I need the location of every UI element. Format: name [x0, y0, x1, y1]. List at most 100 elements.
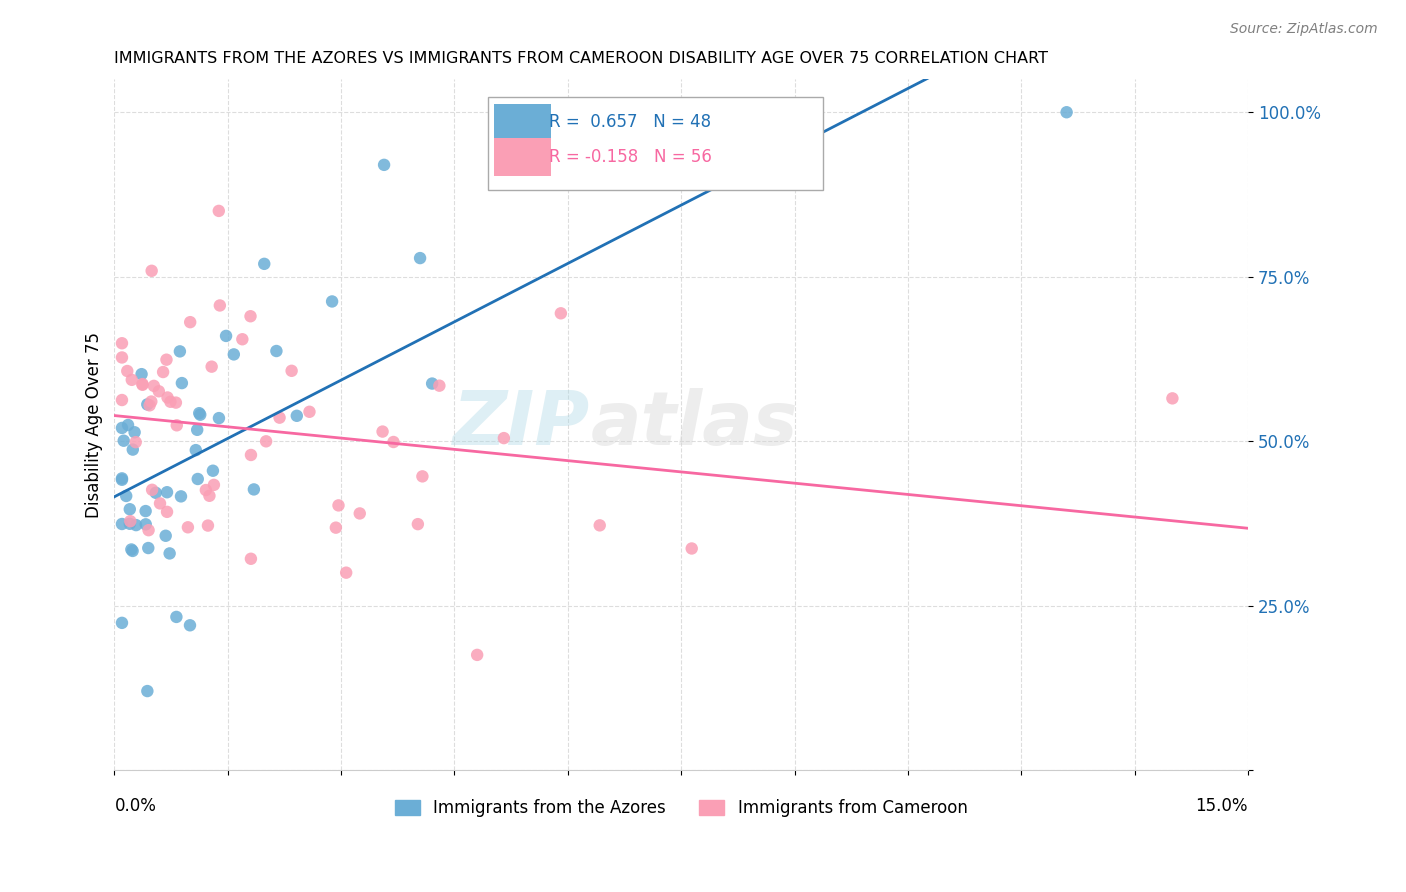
Point	[138, 523, 160, 537]
Point	[166, 418, 188, 433]
Point	[208, 298, 231, 312]
Point	[269, 410, 291, 425]
Point	[335, 566, 357, 580]
Point	[111, 473, 134, 487]
Point	[131, 377, 153, 392]
Point	[186, 423, 208, 437]
Point	[411, 469, 433, 483]
Point	[589, 518, 612, 533]
Point	[165, 395, 187, 409]
Point	[222, 347, 245, 361]
Point	[371, 425, 394, 439]
Point	[243, 483, 266, 497]
Text: Source: ZipAtlas.com: Source: ZipAtlas.com	[1230, 22, 1378, 37]
Point	[170, 489, 193, 503]
Point	[179, 618, 201, 632]
Point	[187, 472, 209, 486]
Text: ZIP: ZIP	[453, 388, 591, 461]
Point	[492, 431, 515, 445]
Point	[159, 394, 181, 409]
Legend: Immigrants from the Azores, Immigrants from Cameroon: Immigrants from the Azores, Immigrants f…	[388, 792, 974, 824]
Point	[136, 541, 159, 555]
Point	[409, 251, 432, 265]
Point	[198, 489, 221, 503]
Point	[165, 610, 187, 624]
Point	[131, 367, 153, 381]
Point	[142, 379, 165, 393]
Point	[156, 505, 179, 519]
Point	[254, 434, 277, 449]
Point	[188, 408, 211, 422]
Point	[239, 551, 262, 566]
Point	[280, 364, 302, 378]
Point	[328, 499, 350, 513]
Point	[159, 546, 181, 560]
Point	[179, 315, 201, 329]
Point	[111, 421, 134, 435]
Point	[121, 544, 143, 558]
FancyBboxPatch shape	[494, 138, 551, 176]
Point	[184, 443, 207, 458]
Point	[1056, 105, 1078, 120]
Point	[465, 648, 488, 662]
Point	[152, 365, 174, 379]
FancyBboxPatch shape	[494, 103, 551, 142]
Point	[141, 483, 163, 497]
Point	[148, 384, 170, 399]
Point	[188, 406, 211, 420]
Point	[298, 405, 321, 419]
Point	[131, 377, 153, 392]
Text: atlas: atlas	[591, 388, 799, 461]
Text: R = -0.158   N = 56: R = -0.158 N = 56	[548, 148, 711, 166]
Point	[121, 373, 143, 387]
Point	[121, 442, 143, 457]
Point	[201, 464, 224, 478]
Point	[117, 417, 139, 432]
Point	[135, 517, 157, 532]
Point	[111, 351, 134, 365]
Point	[194, 483, 217, 497]
Text: 15.0%: 15.0%	[1195, 797, 1249, 815]
Point	[141, 394, 163, 409]
Point	[111, 471, 134, 485]
Point	[239, 448, 262, 462]
Text: 0.0%: 0.0%	[114, 797, 156, 815]
Point	[120, 514, 142, 528]
Point	[253, 257, 276, 271]
Point	[170, 376, 193, 390]
Point	[136, 397, 159, 411]
Point	[136, 684, 159, 698]
Point	[111, 615, 134, 630]
Point	[215, 329, 238, 343]
Point	[202, 478, 225, 492]
Point	[125, 518, 148, 533]
Point	[208, 203, 231, 218]
Point	[420, 376, 443, 391]
Point	[1161, 392, 1184, 406]
Point	[197, 518, 219, 533]
Point	[145, 485, 167, 500]
Point	[406, 517, 429, 532]
Point	[156, 391, 179, 405]
Point	[155, 352, 177, 367]
Point	[177, 520, 200, 534]
Point	[125, 435, 148, 450]
Point	[285, 409, 308, 423]
Point	[156, 485, 179, 500]
Point	[349, 507, 371, 521]
Point	[681, 541, 703, 556]
Point	[239, 310, 262, 324]
Point	[325, 521, 347, 535]
Point	[111, 392, 134, 407]
Point	[382, 435, 405, 450]
Point	[231, 332, 253, 346]
Point	[373, 158, 395, 172]
Point	[138, 398, 160, 412]
Point	[427, 378, 450, 392]
Point	[135, 504, 157, 518]
Point	[155, 529, 177, 543]
Point	[118, 502, 141, 516]
Y-axis label: Disability Age Over 75: Disability Age Over 75	[86, 332, 103, 517]
Point	[141, 264, 163, 278]
Text: IMMIGRANTS FROM THE AZORES VS IMMIGRANTS FROM CAMEROON DISABILITY AGE OVER 75 CO: IMMIGRANTS FROM THE AZORES VS IMMIGRANTS…	[114, 51, 1049, 66]
